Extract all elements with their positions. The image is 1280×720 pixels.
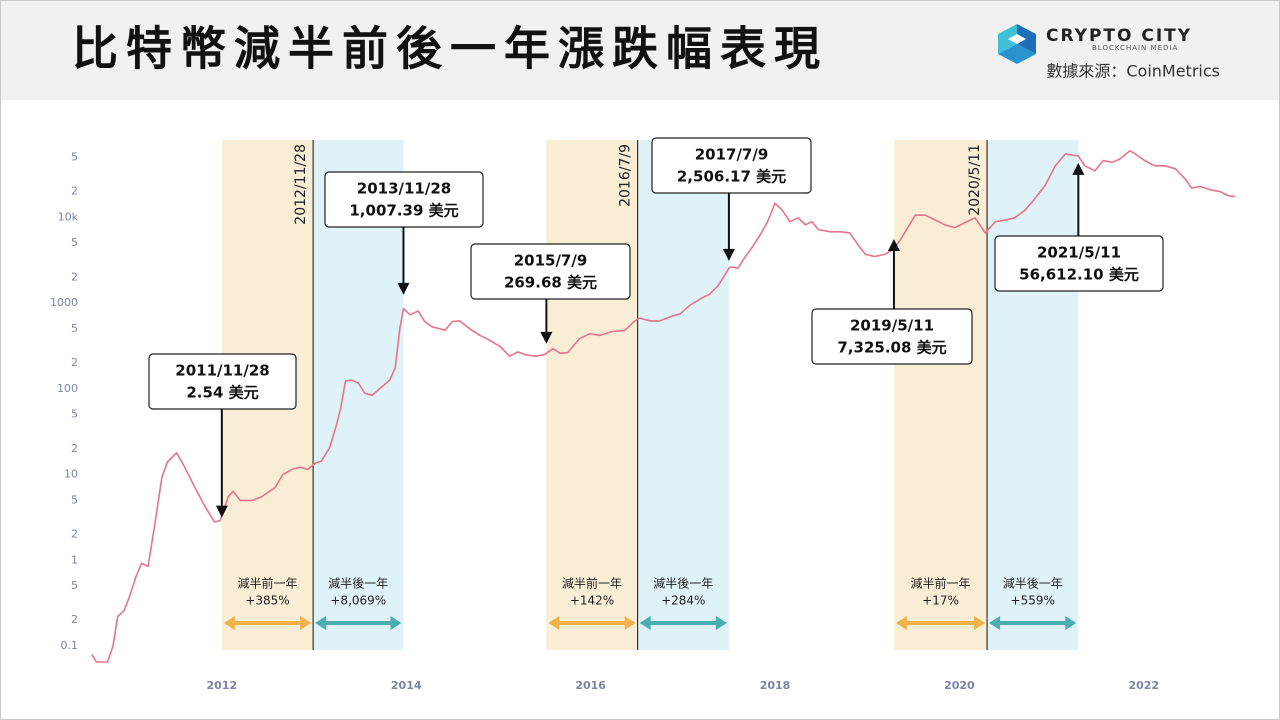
y-tick-label: 2	[71, 613, 78, 626]
y-tick-label: 2	[71, 356, 78, 369]
x-tick-label: 2022	[1128, 679, 1159, 692]
callout-date: 2021/5/11	[1037, 244, 1121, 262]
callout-price: 2,506.17 美元	[677, 168, 786, 186]
band-arrow-head	[315, 616, 327, 630]
x-tick-label: 2014	[391, 679, 422, 692]
band-name: 減半後一年	[653, 576, 713, 591]
arrow-head	[887, 238, 900, 251]
band-arrow	[223, 616, 312, 630]
callout-box	[470, 243, 631, 300]
y-tick-label: 5	[71, 322, 78, 335]
logo-sub: BLOCKCHAIN MEDIA	[1092, 44, 1178, 52]
callout-arrow	[722, 193, 735, 261]
y-tick-label: 10k	[58, 210, 79, 223]
band-change: +559%	[1011, 594, 1055, 608]
title: 比特幣減半前後一年漲跌幅表現	[72, 22, 828, 76]
callout-date: 2019/5/11	[850, 317, 934, 335]
callout-date: 2013/11/28	[357, 180, 451, 198]
band-name: 減半後一年	[328, 576, 388, 591]
callout-arrow	[1072, 162, 1085, 236]
callout-arrow	[540, 299, 553, 344]
band-change: +17%	[922, 594, 959, 608]
x-tick-label: 2016	[575, 679, 606, 692]
band-arrow	[639, 616, 727, 630]
band-arrow	[989, 616, 1077, 630]
x-tick-label: 2012	[207, 679, 238, 692]
halving-label: 2012/11/28	[293, 144, 309, 225]
callout-price: 7,325.08 美元	[837, 339, 946, 357]
logo-icon	[998, 24, 1036, 64]
band-arrow-head	[895, 616, 907, 630]
band-arrow-head	[715, 616, 727, 630]
callout-price: 269.68 美元	[504, 274, 597, 292]
band-arrow-head	[548, 616, 560, 630]
band	[987, 140, 1079, 650]
band-change: +385%	[245, 594, 289, 608]
band-arrow-head	[624, 616, 636, 630]
callout-arrow	[397, 227, 410, 295]
callout-price: 56,612.10 美元	[1019, 266, 1139, 284]
x-tick-label: 2018	[760, 679, 791, 692]
callout-price: 1,007.39 美元	[349, 202, 458, 220]
callout-date: 2011/11/28	[175, 362, 269, 380]
band-arrow-head	[223, 616, 235, 630]
y-tick-label: 1000	[50, 296, 78, 309]
band-arrow-head	[1065, 616, 1077, 630]
band	[637, 140, 729, 650]
callout-box	[651, 137, 812, 194]
y-tick-label: 5	[71, 150, 78, 163]
header-bg	[1, 1, 1279, 100]
halving-label: 2016/7/9	[618, 144, 634, 207]
y-tick-label: 2	[71, 185, 78, 198]
arrow-head	[1072, 162, 1085, 175]
y-tick-label: 0.1	[61, 639, 79, 652]
band-arrow	[315, 616, 402, 630]
price-line	[91, 149, 1236, 663]
y-tick-label: 2	[71, 527, 78, 540]
arrow-head	[540, 331, 553, 344]
band-arrow-head	[390, 616, 402, 630]
callout-price: 2.54 美元	[186, 384, 258, 402]
band-arrow-head	[989, 616, 1001, 630]
callout-arrow	[215, 409, 228, 518]
band-name: 減半前一年	[911, 576, 971, 591]
y-tick-label: 2	[71, 442, 78, 455]
band-change: +284%	[661, 594, 705, 608]
logo-text: CRYPTO CITY	[1046, 26, 1192, 46]
band-arrow	[895, 616, 986, 630]
y-tick-label: 10	[64, 468, 78, 481]
source: 數據來源：CoinMetrics	[1046, 62, 1220, 81]
band-change: +142%	[570, 594, 614, 608]
y-tick-label: 100	[57, 382, 78, 395]
y-tick-label: 5	[71, 493, 78, 506]
y-tick-label: 2	[71, 270, 78, 283]
band-arrow-head	[300, 616, 312, 630]
band-name: 減半前一年	[237, 576, 297, 591]
x-tick-label: 2020	[944, 679, 975, 692]
band-name: 減半前一年	[562, 576, 622, 591]
band-name: 減半後一年	[1003, 576, 1063, 591]
arrow-head	[215, 505, 228, 518]
band-arrow	[548, 616, 636, 630]
y-tick-label: 5	[71, 579, 78, 592]
callout-date: 2017/7/9	[695, 146, 769, 164]
band-arrow-head	[639, 616, 651, 630]
halving-label: 2020/5/11	[967, 144, 983, 216]
y-tick-label: 5	[71, 236, 78, 249]
callout-box	[811, 308, 973, 365]
y-tick-label: 5	[71, 408, 78, 421]
band-change: +8,069%	[330, 594, 386, 608]
band-arrow-head	[974, 616, 986, 630]
band	[546, 140, 638, 650]
callout-date: 2015/7/9	[514, 252, 588, 270]
callout-arrow	[887, 238, 900, 309]
y-tick-label: 1	[71, 553, 78, 566]
arrow-head	[397, 282, 410, 295]
arrow-head	[722, 248, 735, 261]
